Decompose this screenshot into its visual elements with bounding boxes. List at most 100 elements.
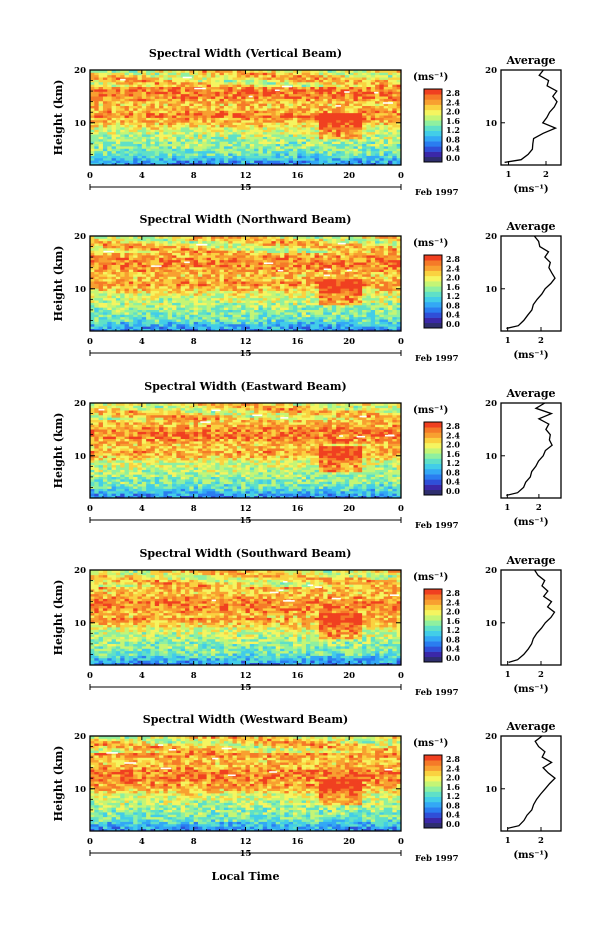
heatmap-cell: [245, 274, 251, 277]
heatmap-cell: [267, 323, 272, 327]
heatmap-cell: [150, 124, 156, 128]
heatmap-cell: [271, 247, 277, 251]
heatmap-cell: [128, 103, 134, 107]
heatmap-cell: [180, 98, 186, 102]
heatmap-cell: [366, 79, 372, 83]
heatmap-cell: [102, 129, 108, 133]
heatmap-cell: [159, 141, 164, 145]
heatmap-cell: [154, 138, 160, 142]
heatmap-cell: [353, 119, 359, 123]
heatmap-cell: [172, 240, 177, 244]
heatmap-cell: [241, 312, 246, 315]
heatmap-cell: [120, 105, 125, 109]
heatmap-cell: [159, 262, 164, 265]
heatmap-cell: [215, 89, 220, 92]
heatmap-cell: [206, 307, 212, 311]
heatmap-cell: [262, 84, 268, 88]
heatmap-cell: [366, 122, 372, 126]
heatmap-cell: [215, 105, 220, 109]
heatmap-cell: [293, 86, 298, 90]
heatmap-cell: [245, 129, 251, 133]
heatmap-cell: [90, 304, 95, 308]
heatmap-cell: [288, 323, 294, 327]
heatmap-cell: [150, 74, 156, 78]
heatmap-cell: [189, 105, 195, 109]
heatmap-cell: [362, 100, 367, 104]
heatmap-cell: [236, 105, 242, 109]
heatmap-cell: [176, 309, 182, 313]
heatmap-cell: [193, 290, 199, 294]
heatmap-cell: [202, 155, 208, 159]
heatmap-cell: [228, 274, 233, 277]
heatmap-cell: [379, 127, 385, 130]
heatmap-cell: [396, 162, 402, 166]
heatmap-cell: [146, 74, 151, 78]
heatmap-cell: [141, 281, 147, 284]
heatmap-cell: [267, 243, 272, 246]
heatmap-cell: [254, 245, 259, 249]
heatmap-cell: [262, 98, 268, 102]
heatmap-cell: [223, 271, 229, 275]
heatmap-cell: [128, 117, 134, 121]
heatmap-cell: [245, 124, 251, 128]
heatmap-cell: [236, 134, 242, 137]
heatmap-cell: [293, 269, 298, 273]
heatmap-cell: [215, 155, 220, 159]
heatmap-cell: [197, 264, 203, 268]
heatmap-cell: [115, 302, 121, 306]
heatmap-cell: [241, 326, 246, 330]
heatmap-cell: [115, 312, 121, 315]
heatmap-cell: [154, 89, 160, 92]
heatmap-cell: [107, 295, 112, 299]
heatmap-cell: [202, 148, 208, 152]
heatmap-cell: [262, 238, 268, 242]
heatmap-cell: [180, 316, 186, 320]
heatmap-cell: [150, 150, 156, 154]
heatmap-cell: [189, 295, 195, 299]
heatmap-cell: [275, 255, 281, 258]
heatmap-cell: [172, 297, 177, 301]
heatmap-cell: [245, 122, 251, 126]
heatmap-cell: [150, 290, 156, 294]
heatmap-cell: [327, 91, 333, 95]
heatmap-cell: [388, 70, 393, 73]
heatmap-cell: [197, 257, 203, 261]
heatmap-cell: [133, 98, 138, 102]
heatmap-cell: [210, 146, 216, 149]
heatmap-cell: [124, 281, 130, 284]
heatmap-cell: [223, 238, 229, 242]
heatmap-cell: [362, 148, 367, 152]
heatmap-cell: [288, 240, 294, 244]
heatmap-cell: [185, 93, 190, 97]
heatmap-cell: [288, 105, 294, 109]
heatmap-cell: [288, 312, 294, 315]
heatmap-cell: [141, 300, 147, 303]
heatmap-cell: [146, 312, 151, 315]
heatmap-cell: [115, 79, 121, 83]
heatmap-cell: [267, 307, 272, 311]
heatmap-cell: [215, 150, 220, 154]
heatmap-cell: [245, 307, 251, 311]
heatmap-cell: [128, 309, 134, 313]
heatmap-cell: [349, 91, 354, 95]
heatmap-cell: [159, 297, 164, 301]
heatmap-cell: [102, 91, 108, 95]
heatmap-cell: [262, 79, 268, 83]
heatmap-cell: [392, 91, 398, 95]
heatmap-cell: [232, 271, 238, 275]
heatmap-cell: [197, 302, 203, 306]
heatmap-cell: [159, 136, 164, 140]
heatmap-cell: [154, 295, 160, 299]
heatmap-cell: [167, 124, 173, 128]
heatmap-cell: [206, 89, 212, 92]
heatmap-cell: [133, 316, 138, 320]
heatmap-cell: [150, 302, 156, 306]
heatmap-cell: [340, 153, 346, 156]
heatmap-cell: [236, 141, 242, 145]
heatmap-cell: [241, 79, 246, 83]
heatmap-cell: [137, 314, 143, 318]
heatmap-cell: [215, 295, 220, 299]
heatmap-cell: [323, 136, 328, 140]
heatmap-cell: [133, 238, 138, 242]
heatmap-cell: [267, 300, 272, 303]
